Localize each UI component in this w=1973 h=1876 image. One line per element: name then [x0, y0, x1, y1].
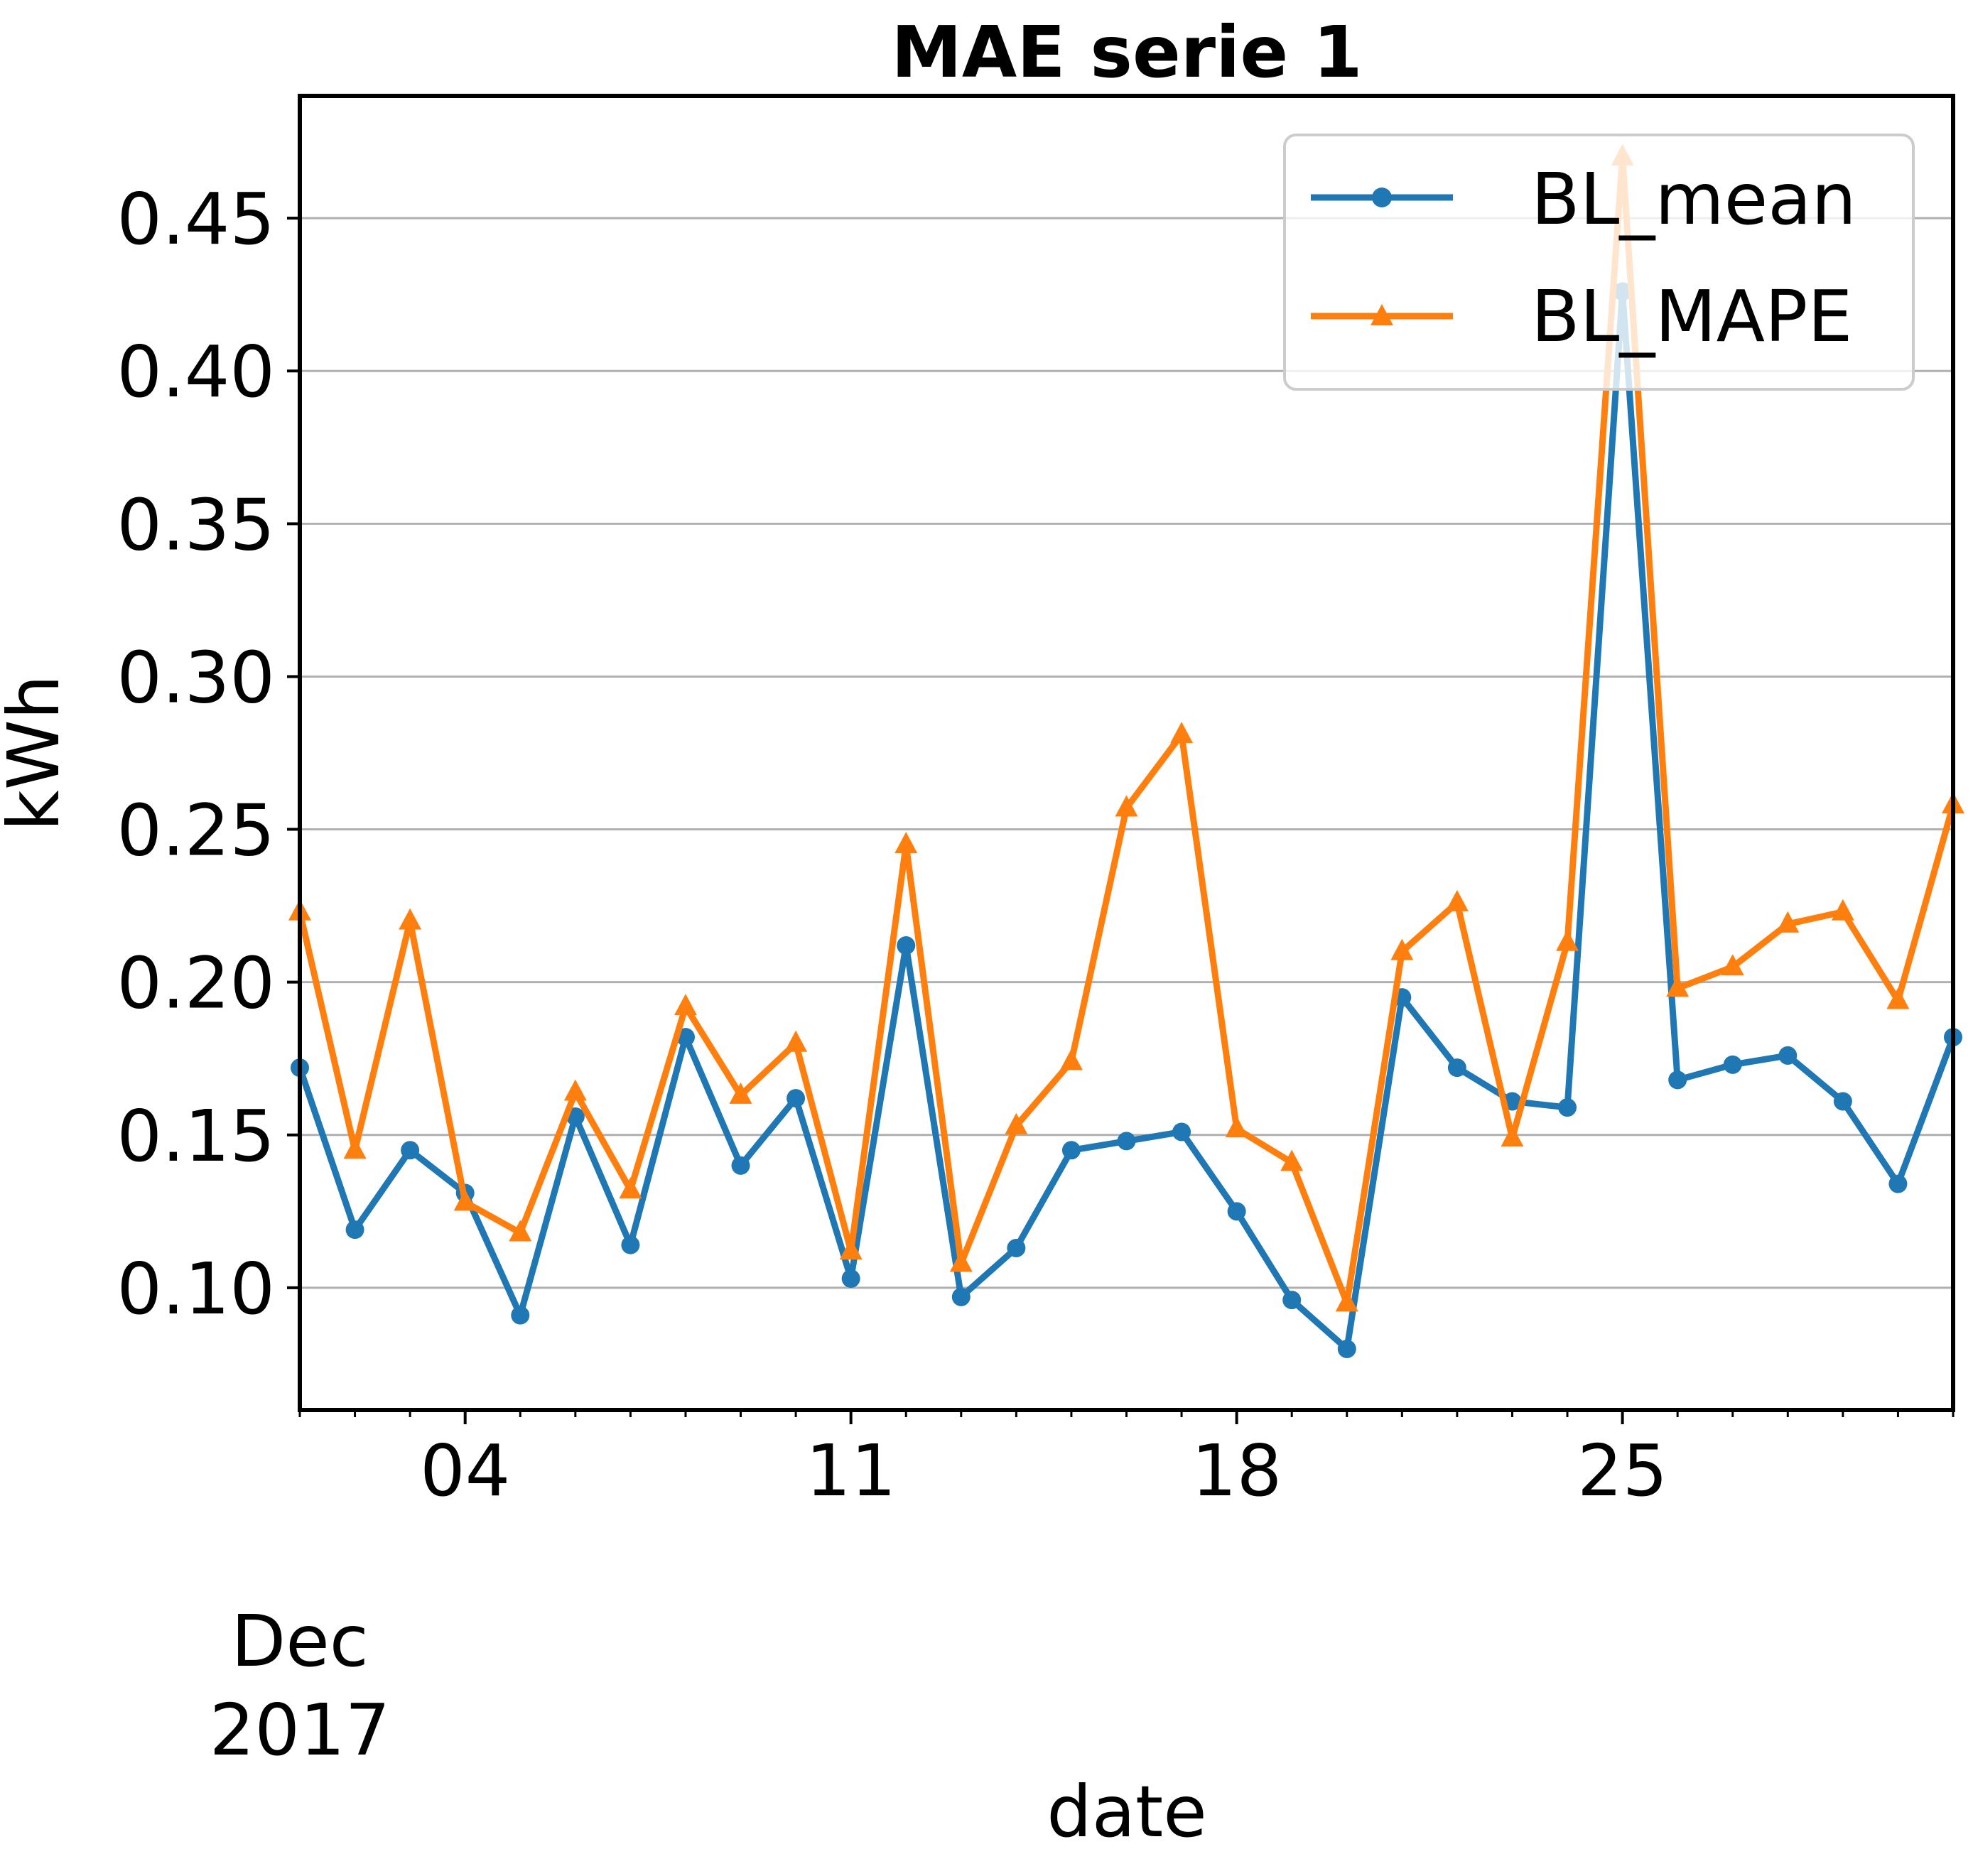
data-point-bl-mape — [399, 908, 422, 930]
data-point-bl-mape — [674, 994, 697, 1016]
x-axis-label: date — [1047, 1770, 1207, 1853]
data-point-bl-mean — [1558, 1098, 1577, 1117]
data-point-bl-mape — [1170, 722, 1194, 744]
y-tick-label: 0.40 — [117, 330, 275, 413]
data-point-bl-mape — [1280, 1149, 1304, 1171]
data-point-bl-mape — [1115, 795, 1138, 817]
x-tick-label: 11 — [806, 1429, 896, 1512]
y-tick-label: 0.45 — [117, 178, 275, 261]
data-point-bl-mape — [894, 832, 918, 854]
data-point-bl-mape — [729, 1082, 752, 1104]
data-point-bl-mape — [1721, 954, 1744, 976]
series-bl-mean — [291, 282, 1962, 1358]
data-point-bl-mape — [1666, 975, 1690, 997]
data-point-bl-mean — [1282, 1291, 1302, 1310]
data-point-bl-mape — [839, 1238, 863, 1260]
data-point-bl-mean — [841, 1269, 860, 1288]
data-point-bl-mape — [1886, 987, 1910, 1009]
data-point-bl-mape — [1225, 1116, 1248, 1138]
y-tick-label: 0.10 — [117, 1247, 275, 1330]
x-axis: 04 11 18 25 — [298, 1410, 1955, 1512]
data-point-bl-mape — [563, 1079, 587, 1101]
y-tick-label: 0.25 — [117, 789, 275, 872]
data-point-bl-mean — [1668, 1070, 1687, 1090]
legend-marker-bl-mape — [1371, 304, 1393, 325]
data-point-bl-mape — [1005, 1112, 1028, 1134]
y-tick-label: 0.35 — [117, 483, 275, 566]
legend-label-bl-mean: BL_mean — [1531, 158, 1856, 241]
data-point-bl-mean — [731, 1156, 750, 1175]
data-point-bl-mean — [1337, 1339, 1356, 1358]
data-point-bl-mean — [621, 1235, 640, 1254]
data-point-bl-mape — [619, 1177, 642, 1199]
data-point-bl-mape — [1059, 1048, 1083, 1070]
data-point-bl-mape — [1335, 1290, 1358, 1312]
data-point-bl-mean — [1723, 1055, 1742, 1074]
data-point-bl-mape — [1776, 911, 1800, 933]
y-axis: 0.10 0.15 0.20 0.25 0.30 0.35 0.40 0.45 — [117, 178, 300, 1330]
data-point-bl-mape — [1831, 899, 1854, 921]
chart-title: MAE serie 1 — [891, 11, 1362, 94]
data-point-bl-mean — [511, 1306, 530, 1325]
legend: BL_mean BL_MAPE — [1283, 134, 1915, 391]
data-point-bl-mape — [453, 1189, 477, 1211]
x-tick-label: 25 — [1577, 1429, 1667, 1512]
y-tick-label: 0.30 — [117, 636, 275, 719]
data-point-bl-mean — [1447, 1058, 1466, 1078]
y-axis-label: kWh — [0, 675, 75, 831]
data-point-bl-mape — [784, 1030, 808, 1052]
data-point-bl-mean — [1833, 1092, 1852, 1111]
data-point-bl-mape — [509, 1220, 532, 1242]
data-point-bl-mape — [343, 1137, 367, 1159]
data-point-bl-mape — [949, 1250, 973, 1272]
legend-label-bl-mape: BL_MAPE — [1531, 275, 1853, 358]
x-tick-label: 04 — [420, 1429, 510, 1512]
data-point-bl-mean — [897, 936, 916, 955]
legend-marker-bl-mean — [1372, 188, 1392, 207]
data-point-bl-mape — [1445, 889, 1469, 911]
data-point-bl-mean — [401, 1141, 420, 1160]
y-tick-label: 0.15 — [117, 1095, 275, 1178]
series-layer — [288, 144, 1964, 1358]
data-point-bl-mean — [1888, 1174, 1908, 1193]
x-tick-label: 18 — [1191, 1429, 1282, 1512]
data-point-bl-mean — [787, 1089, 806, 1108]
x-secondary-label-year: 2017 — [210, 1688, 391, 1772]
data-point-bl-mean — [1172, 1122, 1191, 1142]
data-point-bl-mean — [951, 1287, 971, 1306]
data-point-bl-mean — [1007, 1238, 1026, 1257]
data-point-bl-mape — [1556, 929, 1579, 951]
data-point-bl-mean — [345, 1220, 364, 1240]
data-point-bl-mean — [1778, 1046, 1798, 1065]
data-point-bl-mape — [1501, 1125, 1524, 1147]
data-point-bl-mean — [1117, 1132, 1136, 1151]
data-point-bl-mean — [1061, 1141, 1081, 1160]
data-point-bl-mape — [1390, 938, 1414, 960]
data-point-bl-mean — [1227, 1202, 1246, 1221]
y-tick-label: 0.20 — [117, 942, 275, 1025]
x-secondary-label-month: Dec — [231, 1600, 369, 1683]
